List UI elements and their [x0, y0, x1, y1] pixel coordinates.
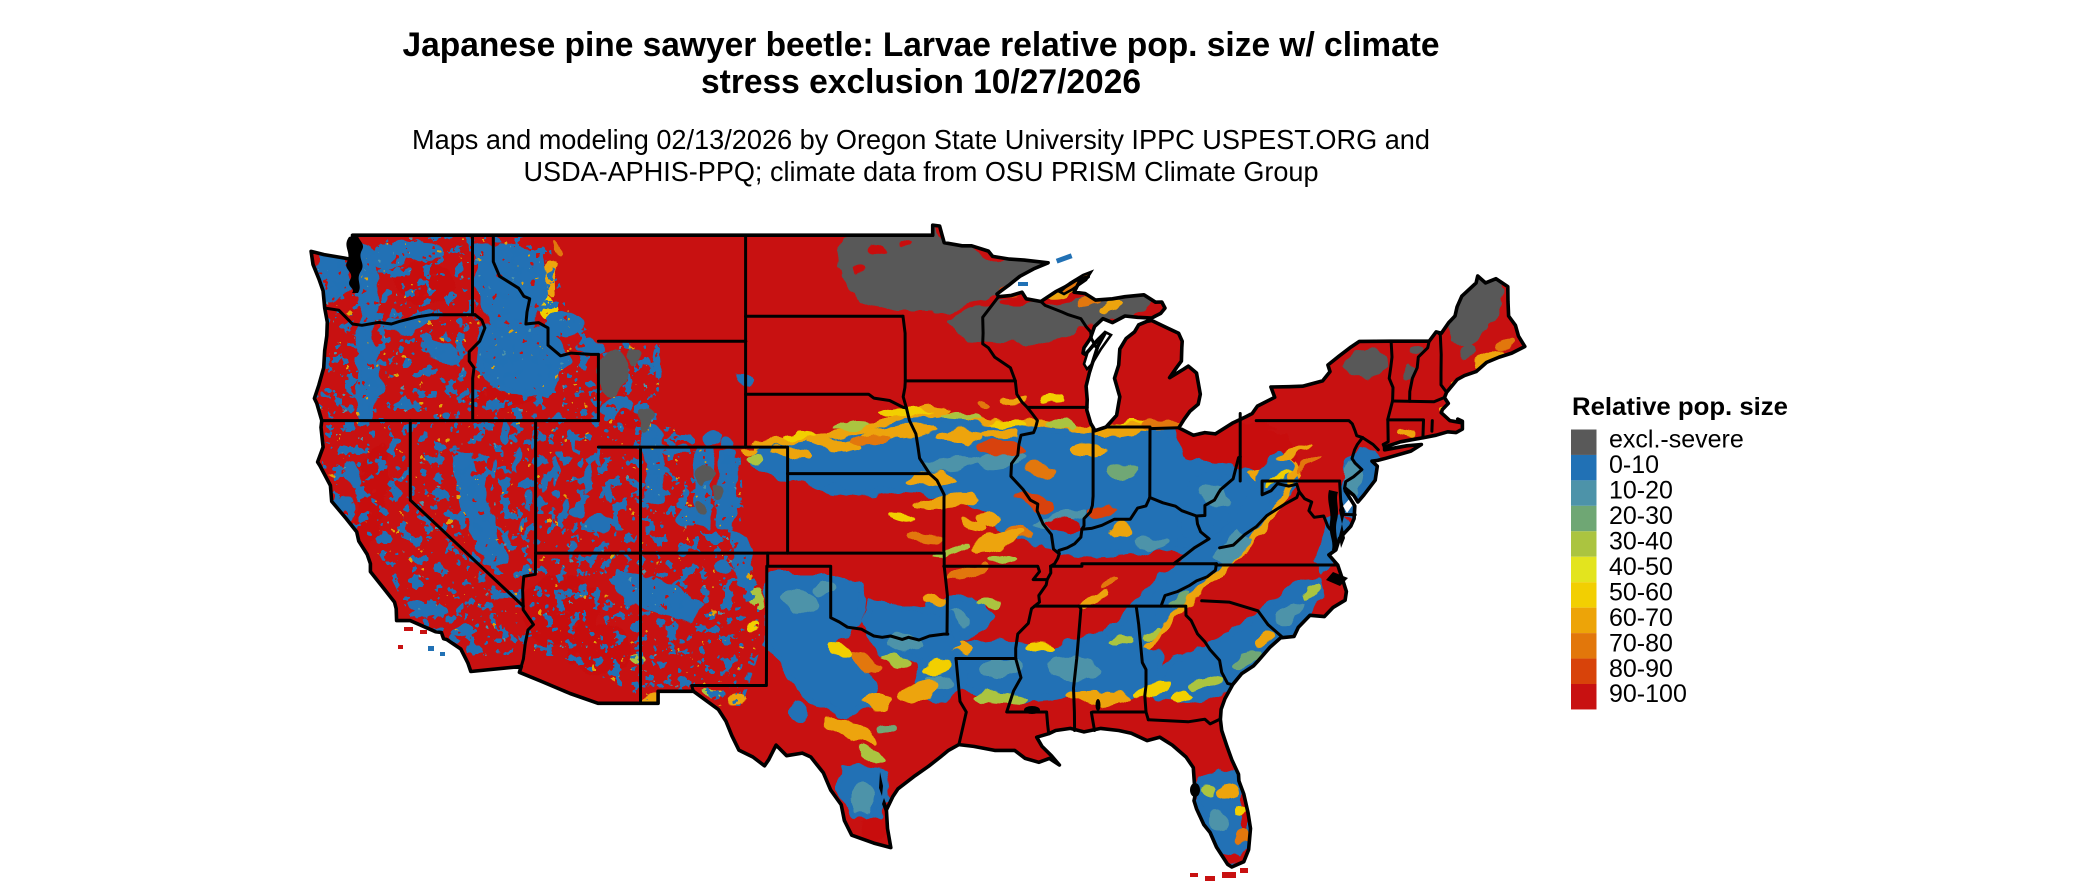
- svg-text:70-80: 70-80: [1609, 629, 1673, 657]
- svg-text:Maps and modeling 02/13/2026 b: Maps and modeling 02/13/2026 by Oregon S…: [412, 124, 1430, 155]
- svg-text:60-70: 60-70: [1609, 604, 1673, 632]
- svg-text:30-40: 30-40: [1609, 528, 1673, 556]
- svg-text:0-10: 0-10: [1609, 451, 1659, 479]
- svg-text:90-100: 90-100: [1609, 680, 1687, 708]
- svg-text:excl.-severe: excl.-severe: [1609, 426, 1744, 454]
- svg-text:50-60: 50-60: [1609, 578, 1673, 606]
- svg-text:20-30: 20-30: [1609, 502, 1673, 530]
- svg-text:USDA-APHIS-PPQ; climate data f: USDA-APHIS-PPQ; climate data from OSU PR…: [524, 156, 1319, 187]
- svg-text:10-20: 10-20: [1609, 477, 1673, 505]
- svg-text:80-90: 80-90: [1609, 655, 1673, 683]
- svg-text:stress exclusion 10/27/2026: stress exclusion 10/27/2026: [701, 63, 1141, 101]
- svg-text:Relative pop. size: Relative pop. size: [1572, 393, 1788, 421]
- svg-text:Japanese pine sawyer beetle: L: Japanese pine sawyer beetle: Larvae rela…: [403, 26, 1440, 64]
- svg-text:40-50: 40-50: [1609, 553, 1673, 581]
